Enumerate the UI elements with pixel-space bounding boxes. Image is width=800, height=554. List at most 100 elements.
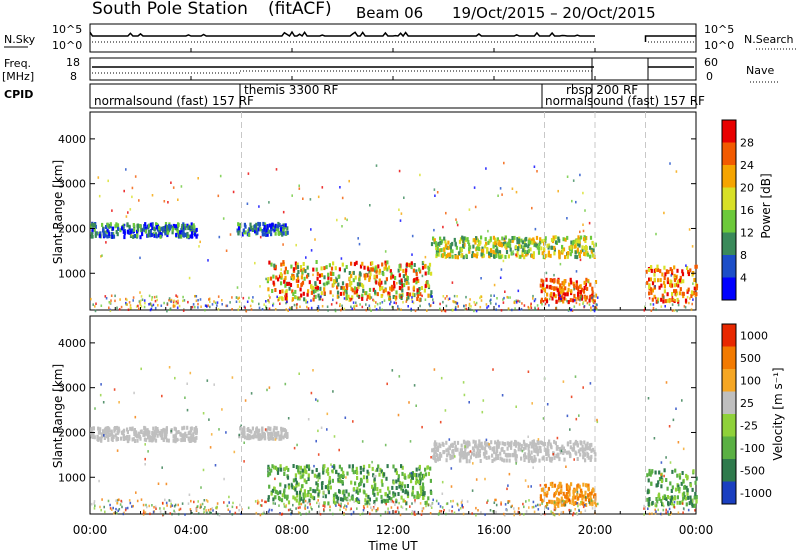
data-cell <box>482 248 485 253</box>
data-cell <box>688 228 691 231</box>
data-cell <box>565 450 569 455</box>
data-cell <box>111 231 114 236</box>
data-cell <box>421 482 425 487</box>
data-cell <box>121 505 123 509</box>
data-cell <box>528 506 530 509</box>
data-cell <box>185 434 188 439</box>
data-cell <box>564 500 567 505</box>
data-cell <box>545 493 548 498</box>
data-cell <box>92 303 94 306</box>
data-cell <box>695 283 699 288</box>
data-cell <box>476 251 479 256</box>
data-cell <box>439 302 441 306</box>
data-cell <box>291 485 294 490</box>
data-cell <box>397 477 400 482</box>
data-cell <box>544 505 547 508</box>
data-cell <box>427 265 430 270</box>
data-cell <box>403 484 406 489</box>
data-cell <box>357 285 360 289</box>
data-cell <box>645 269 648 274</box>
y-tick-label: 1000 <box>58 267 86 280</box>
data-cell <box>481 410 484 414</box>
data-cell <box>359 513 362 516</box>
data-cell <box>542 282 545 287</box>
data-cell <box>531 206 533 210</box>
data-cell <box>591 502 594 507</box>
data-cell <box>495 498 497 502</box>
data-cell <box>537 250 541 255</box>
data-cell <box>267 497 270 502</box>
data-cell <box>302 495 306 500</box>
data-cell <box>575 487 579 492</box>
data-cell <box>488 251 491 256</box>
data-cell <box>561 285 564 290</box>
data-cell <box>460 450 463 455</box>
data-cell <box>661 293 664 298</box>
data-cell <box>388 495 391 500</box>
data-cell <box>655 232 657 236</box>
data-cell <box>294 477 297 482</box>
data-cell <box>401 283 404 288</box>
data-cell <box>560 286 563 291</box>
data-cell <box>348 276 351 281</box>
data-cell <box>558 296 561 301</box>
data-cell <box>255 226 258 231</box>
data-cell <box>309 487 312 492</box>
data-cell <box>424 467 427 472</box>
data-cell <box>389 269 392 274</box>
data-cell <box>387 294 390 297</box>
data-cell <box>492 235 495 240</box>
data-cell <box>409 473 412 477</box>
data-cell <box>374 469 377 472</box>
data-cell <box>190 231 194 236</box>
data-cell <box>454 305 457 309</box>
data-cell <box>148 229 151 234</box>
data-cell <box>547 453 550 458</box>
data-cell <box>257 227 260 232</box>
data-cell <box>471 489 474 492</box>
data-cell <box>181 437 185 442</box>
data-cell <box>451 249 454 254</box>
data-cell <box>366 298 368 301</box>
data-cell <box>307 477 310 481</box>
data-cell <box>335 504 337 507</box>
data-cell <box>370 267 373 272</box>
data-cell <box>683 495 686 500</box>
data-cell <box>399 513 402 517</box>
data-cell <box>401 481 404 486</box>
data-cell <box>318 489 321 494</box>
data-cell <box>366 469 369 474</box>
freq-tick-left-high: 18 <box>66 56 80 69</box>
data-cell <box>469 455 472 460</box>
data-cell <box>438 442 441 447</box>
data-cell <box>572 298 575 303</box>
data-cell <box>140 498 143 501</box>
data-cell <box>122 229 125 234</box>
data-cell <box>108 224 111 227</box>
data-cell <box>338 448 340 452</box>
data-cell <box>167 230 170 235</box>
data-cell <box>494 241 497 246</box>
data-cell <box>665 478 668 482</box>
data-cell <box>390 284 394 289</box>
data-cell <box>442 225 444 229</box>
data-cell <box>292 275 296 280</box>
data-cell <box>126 222 129 227</box>
data-cell <box>362 505 365 508</box>
data-cell <box>318 472 321 477</box>
data-cell <box>489 236 492 241</box>
data-cell <box>585 496 587 499</box>
data-cell <box>337 500 340 503</box>
data-cell <box>151 222 154 227</box>
data-cell <box>572 493 575 498</box>
data-cell <box>456 447 459 452</box>
data-cell <box>568 508 570 512</box>
data-cell <box>347 492 350 497</box>
data-cell <box>506 295 508 299</box>
data-cell <box>553 251 556 256</box>
data-cell <box>527 435 529 438</box>
power-colorbar-label: Power [dB] <box>759 173 773 238</box>
data-cell <box>350 286 353 291</box>
data-cell <box>284 294 286 298</box>
data-cell <box>676 500 679 505</box>
